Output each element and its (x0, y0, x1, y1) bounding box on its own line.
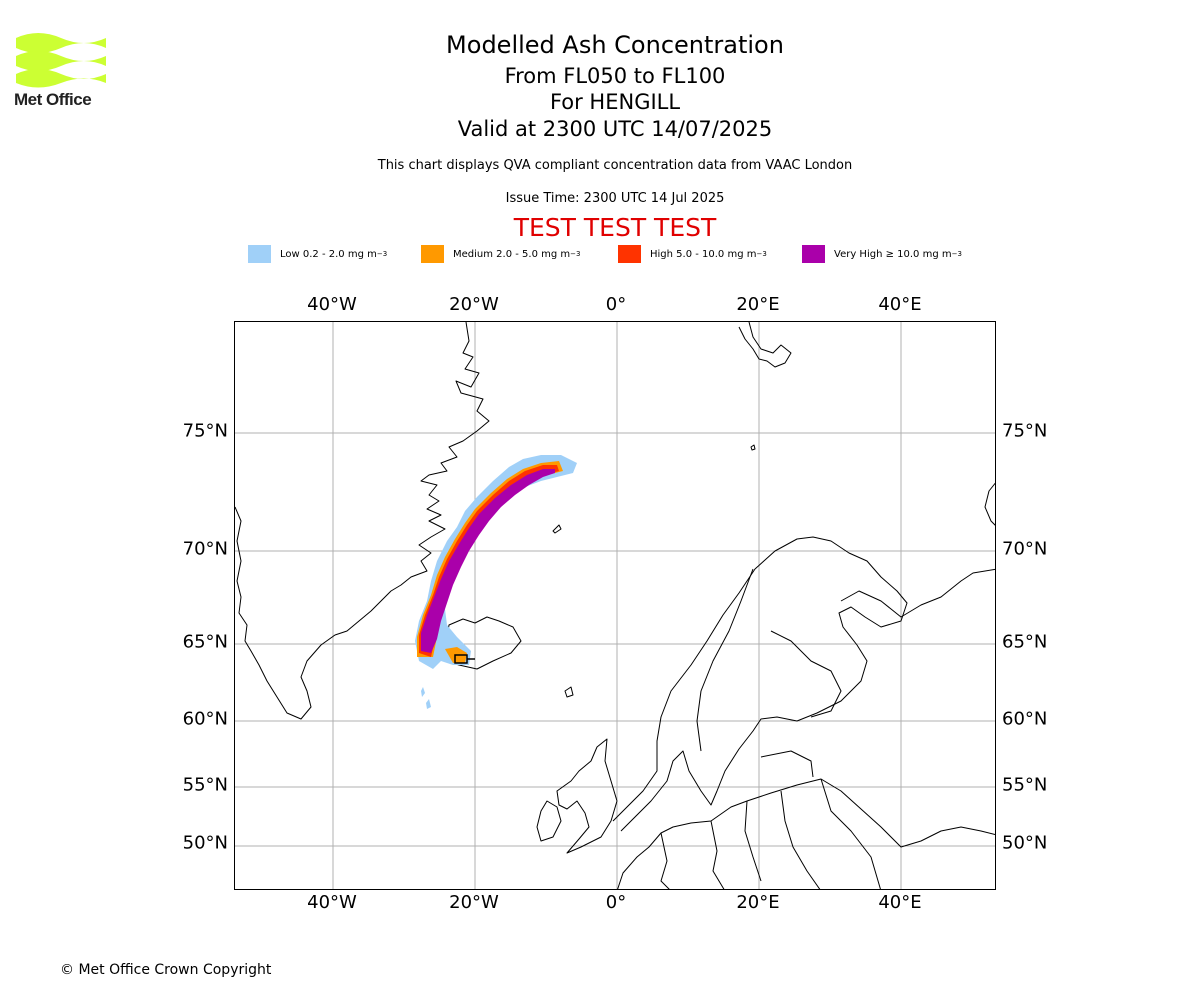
graticule (235, 322, 995, 889)
coast-jan-mayen (552, 524, 562, 534)
lat-label-left-60n: 60°N (182, 708, 228, 730)
legend-very-high-swatch (802, 245, 825, 263)
border-norway-sweden (696, 568, 754, 752)
copyright-notice: © Met Office Crown Copyright (60, 962, 272, 978)
lon-label-top-40e: 40°E (878, 294, 922, 315)
legend-low-swatch (248, 245, 271, 263)
coast-svalbard (738, 322, 792, 368)
coast-novaya-zemlya (984, 482, 995, 526)
lat-label-right-60n: 60°N (1002, 708, 1048, 730)
lat-label-left-50n: 50°N (182, 832, 228, 854)
lat-label-left-70n: 70°N (182, 538, 228, 560)
legend-medium-swatch (421, 245, 444, 263)
map-canvas (235, 322, 995, 889)
lat-label-right-70n: 70°N (1002, 538, 1048, 560)
border-europe-2 (710, 820, 725, 889)
legend-very-high: Very High ≥ 10.0 mg m −3 (802, 244, 962, 264)
legend-high-swatch (618, 245, 641, 263)
flight-level-range: From FL050 to FL100 (504, 64, 726, 88)
lon-label-top-20e: 20°E (736, 294, 780, 315)
coastlines (235, 322, 995, 889)
legend-low-unit-exp: −3 (376, 250, 388, 258)
met-office-logo: Met Office (14, 28, 108, 112)
border-finland (770, 630, 842, 718)
legend-low-label: Low 0.2 - 2.0 mg m (280, 248, 377, 260)
lon-label-bottom-0: 0° (605, 892, 627, 913)
legend-low: Low 0.2 - 2.0 mg m −3 (248, 244, 387, 264)
border-europe-5 (820, 778, 881, 889)
volcano-marker (454, 654, 475, 664)
legend-medium-unit-exp: −3 (570, 250, 581, 258)
chart-title: Modelled Ash Concentration (446, 31, 784, 59)
lon-label-bottom-40e: 40°E (878, 892, 922, 913)
lon-label-top-40w: 40°W (307, 294, 357, 315)
lon-label-top-0: 0° (605, 294, 627, 315)
legend-high-unit-exp: −3 (756, 250, 767, 258)
coast-greenland (235, 322, 490, 720)
valid-time: Valid at 2300 UTC 14/07/2025 (457, 117, 773, 141)
plume-low-speck-1 (421, 687, 425, 697)
lat-label-right-75n: 75°N (1002, 420, 1048, 442)
border-europe-3 (744, 800, 762, 882)
coast-europe (617, 778, 995, 889)
coast-scandinavia (612, 536, 908, 832)
coast-britain (556, 738, 618, 854)
lon-label-top-20w: 20°W (449, 294, 499, 315)
border-europe-4 (780, 790, 821, 889)
logo-text: Met Office (14, 90, 92, 109)
plume-low (415, 455, 577, 669)
test-banner: TEST TEST TEST (513, 213, 717, 242)
lat-label-left-65n: 65°N (182, 631, 228, 653)
legend-medium-label: Medium 2.0 - 5.0 mg m (453, 248, 571, 260)
lon-label-bottom-20w: 20°W (449, 892, 499, 913)
coast-bear-island (750, 444, 756, 451)
ash-plume (415, 455, 577, 709)
lat-label-right-50n: 50°N (1002, 832, 1048, 854)
volcano-name: For HENGILL (549, 90, 681, 114)
compliance-note: This chart displays QVA compliant concen… (377, 158, 853, 173)
legend-very-high-unit-exp: −3 (951, 250, 962, 258)
lat-label-right-65n: 65°N (1002, 631, 1048, 653)
lat-label-right-55n: 55°N (1002, 774, 1048, 796)
legend-very-high-label: Very High ≥ 10.0 mg m (834, 248, 952, 260)
legend-medium: Medium 2.0 - 5.0 mg m −3 (421, 244, 580, 264)
plume-low-speck-2 (426, 699, 431, 709)
lon-label-bottom-40w: 40°W (307, 892, 357, 913)
plume-very-high (421, 469, 555, 653)
legend-high: High 5.0 - 10.0 mg m −3 (618, 244, 767, 264)
coast-kola (840, 568, 995, 618)
border-europe-1 (660, 832, 670, 889)
lat-label-left-55n: 55°N (182, 774, 228, 796)
coast-ireland (536, 800, 562, 842)
coast-faroes (564, 686, 574, 698)
issue-time: Issue Time: 2300 UTC 14 Jul 2025 (505, 191, 725, 206)
lat-label-left-75n: 75°N (182, 420, 228, 442)
ash-map (234, 321, 996, 890)
met-office-wave-icon (16, 33, 106, 88)
lon-label-bottom-20e: 20°E (736, 892, 780, 913)
border-baltic (760, 750, 814, 778)
legend-high-label: High 5.0 - 10.0 mg m (650, 248, 757, 260)
